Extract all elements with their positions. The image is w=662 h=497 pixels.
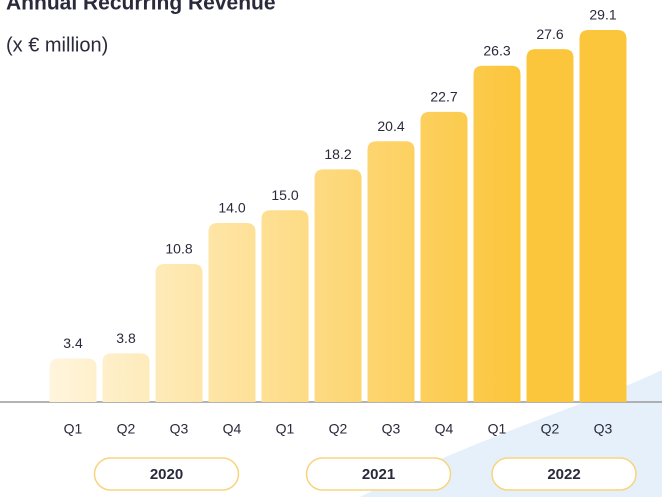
year-label: 2021 [362,466,395,483]
bar [367,141,415,402]
value-label: 14.0 [218,200,245,216]
value-label: 29.1 [589,7,616,23]
year-label: 2020 [150,466,183,483]
bar [208,223,256,402]
year-pill [491,457,637,491]
chart-subtitle: (x € million) [6,34,108,56]
x-tick-label: Q2 [329,421,348,437]
x-tick-label: Q1 [276,421,295,437]
x-tick-label: Q3 [382,421,401,437]
year-pill [93,457,240,491]
value-label: 26.3 [483,42,510,58]
value-label: 15.0 [271,187,298,203]
value-label: 10.8 [165,241,192,257]
bar [102,353,150,402]
chart-title: Annual Recurring Revenue [6,0,276,15]
year-pill [305,457,452,491]
x-tick-label: Q1 [488,421,507,437]
value-label: 20.4 [377,118,404,134]
bar [314,169,362,402]
x-tick-label: Q4 [435,421,454,437]
x-tick-label: Q2 [541,421,560,437]
x-tick-label: Q3 [594,421,613,437]
bar [579,30,627,402]
x-tick-label: Q3 [170,421,189,437]
x-tick-label: Q2 [117,421,136,437]
value-label: 3.4 [63,335,83,351]
bar [526,49,574,402]
value-label: 3.8 [116,330,136,346]
bar [49,358,97,402]
x-tick-label: Q1 [64,421,83,437]
bar [473,65,521,402]
value-label: 18.2 [324,146,351,162]
value-label: 27.6 [536,26,563,42]
bar [155,263,203,402]
bar [420,111,468,403]
bar [261,210,309,402]
year-label: 2022 [547,466,580,483]
value-label: 22.7 [430,89,457,105]
x-tick-label: Q4 [223,421,242,437]
